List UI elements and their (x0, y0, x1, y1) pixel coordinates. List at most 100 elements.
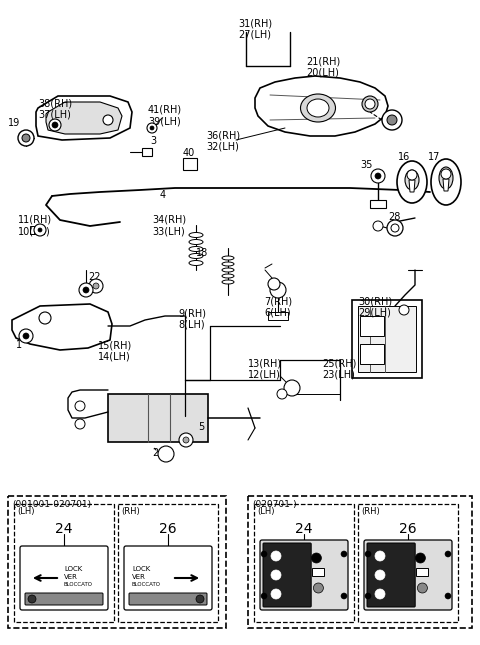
Text: (020701-): (020701-) (252, 500, 297, 509)
Ellipse shape (439, 167, 453, 189)
Circle shape (75, 401, 85, 411)
Bar (370, 200, 386, 208)
Ellipse shape (222, 268, 234, 272)
Circle shape (387, 220, 403, 236)
Circle shape (445, 593, 451, 599)
FancyBboxPatch shape (367, 543, 415, 607)
Circle shape (83, 287, 89, 293)
Bar (14, 504, 114, 622)
Circle shape (49, 119, 61, 131)
Text: LOCK: LOCK (64, 566, 82, 572)
Circle shape (19, 329, 33, 343)
Text: BLOCCATO: BLOCCATO (132, 582, 161, 587)
Circle shape (93, 283, 99, 289)
Ellipse shape (300, 94, 336, 122)
Circle shape (375, 570, 385, 580)
Ellipse shape (307, 99, 329, 117)
Text: 3: 3 (150, 136, 156, 146)
Circle shape (418, 583, 427, 593)
Bar (358, 306, 416, 372)
Text: 5: 5 (198, 422, 204, 432)
Text: 30(RH)
29(LH): 30(RH) 29(LH) (358, 296, 392, 317)
Text: 13(RH)
12(LH): 13(RH) 12(LH) (248, 358, 282, 380)
Text: (LH): (LH) (17, 507, 35, 516)
Ellipse shape (189, 261, 203, 266)
Text: BLOCCATO: BLOCCATO (64, 582, 93, 587)
Text: 34(RH)
33(LH): 34(RH) 33(LH) (152, 215, 186, 237)
Circle shape (313, 583, 324, 593)
Text: 15(RH)
14(LH): 15(RH) 14(LH) (98, 340, 132, 362)
Bar (108, 394, 208, 442)
Ellipse shape (431, 159, 461, 205)
Text: 24: 24 (55, 522, 73, 536)
Bar (358, 504, 458, 622)
Text: (RH): (RH) (361, 507, 380, 516)
Circle shape (375, 589, 385, 599)
FancyBboxPatch shape (260, 540, 348, 610)
Circle shape (23, 333, 29, 339)
Circle shape (341, 593, 347, 599)
FancyBboxPatch shape (263, 543, 311, 607)
Ellipse shape (189, 239, 203, 244)
Text: 28: 28 (388, 212, 400, 222)
Circle shape (38, 228, 42, 232)
FancyBboxPatch shape (129, 593, 207, 605)
Text: 19: 19 (8, 118, 20, 128)
Polygon shape (36, 96, 132, 140)
Ellipse shape (397, 161, 427, 203)
Circle shape (79, 283, 93, 297)
Circle shape (89, 279, 103, 293)
Circle shape (52, 122, 58, 128)
Circle shape (18, 130, 34, 146)
Circle shape (277, 389, 287, 399)
Circle shape (271, 570, 281, 580)
Polygon shape (409, 180, 415, 192)
Circle shape (441, 169, 451, 179)
Polygon shape (443, 179, 449, 191)
Circle shape (371, 169, 385, 183)
Circle shape (375, 551, 385, 561)
Text: 9(RH)
8(LH): 9(RH) 8(LH) (178, 308, 206, 330)
Circle shape (22, 134, 30, 142)
Circle shape (387, 115, 397, 125)
FancyBboxPatch shape (25, 593, 103, 605)
Text: 2: 2 (388, 112, 394, 122)
Text: 38(RH)
37(LH): 38(RH) 37(LH) (38, 98, 72, 119)
Bar (312, 568, 324, 576)
Circle shape (365, 99, 375, 109)
Text: 2: 2 (152, 448, 158, 458)
Bar (248, 496, 472, 628)
Ellipse shape (222, 262, 234, 266)
Circle shape (75, 419, 85, 429)
Circle shape (28, 595, 36, 603)
Text: 35: 35 (360, 160, 372, 170)
Text: 31(RH)
27(LH): 31(RH) 27(LH) (238, 18, 272, 39)
Text: 4: 4 (160, 190, 166, 200)
Ellipse shape (189, 246, 203, 252)
Bar (268, 312, 288, 320)
Circle shape (147, 123, 157, 133)
Circle shape (407, 170, 417, 180)
Text: VER: VER (132, 574, 146, 580)
FancyBboxPatch shape (364, 540, 452, 610)
Polygon shape (255, 76, 388, 136)
Text: 36(RH)
32(LH): 36(RH) 32(LH) (206, 130, 240, 152)
Circle shape (362, 96, 378, 112)
Circle shape (365, 551, 371, 557)
Circle shape (196, 595, 204, 603)
Circle shape (261, 593, 267, 599)
Text: 41(RH)
39(LH): 41(RH) 39(LH) (148, 105, 182, 126)
Text: 21(RH)
20(LH): 21(RH) 20(LH) (306, 56, 340, 77)
Circle shape (261, 551, 267, 557)
Ellipse shape (189, 253, 203, 259)
Text: 26: 26 (159, 522, 177, 536)
Text: (LH): (LH) (257, 507, 275, 516)
FancyBboxPatch shape (20, 546, 108, 610)
Circle shape (39, 312, 51, 324)
Circle shape (373, 221, 383, 231)
Circle shape (382, 110, 402, 130)
Circle shape (271, 551, 281, 561)
Circle shape (150, 126, 154, 130)
Circle shape (183, 437, 189, 443)
Circle shape (34, 224, 46, 236)
